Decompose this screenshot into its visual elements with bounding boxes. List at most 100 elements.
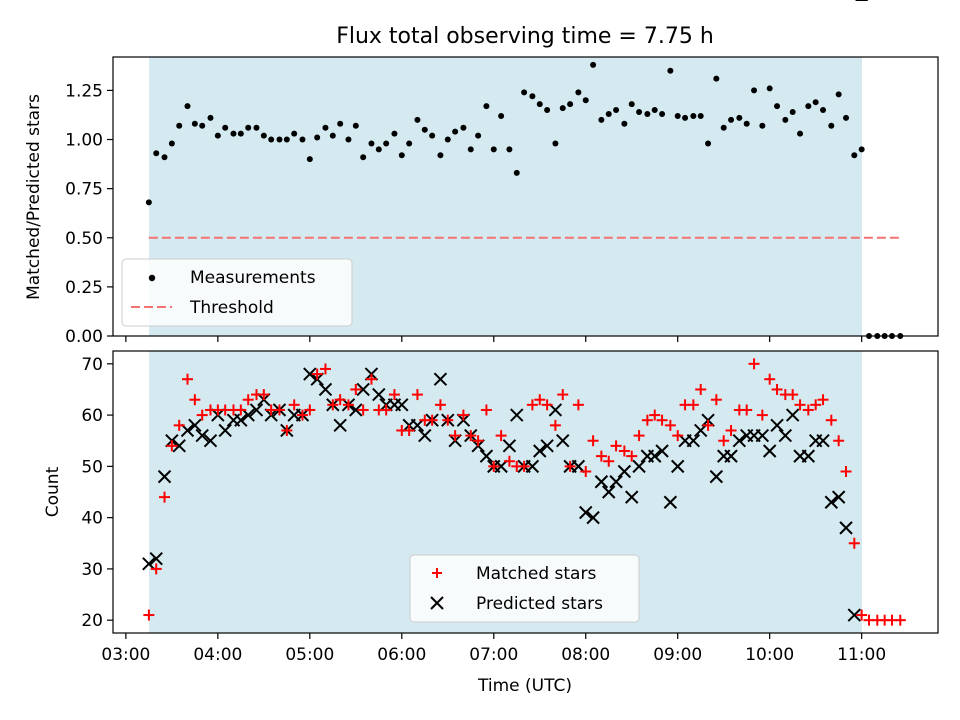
measurement-point — [222, 124, 229, 131]
predicted-star-marker — [694, 423, 708, 438]
predicted-star-marker — [418, 428, 432, 443]
matched-star-marker — [656, 414, 668, 426]
matched-star-marker — [526, 399, 538, 411]
predicted-star-marker — [655, 444, 669, 458]
measurement-point — [368, 140, 375, 147]
predicted-star-marker — [241, 408, 255, 422]
measurement-point — [590, 61, 597, 68]
matched-star-marker — [196, 409, 208, 421]
predicted-star-marker — [847, 608, 862, 622]
predicted-star-marker — [579, 505, 593, 520]
bottom-y-axis-label: Count — [43, 466, 63, 517]
measurement-point — [498, 112, 505, 119]
predicted-star-marker — [356, 382, 370, 397]
measurement-point — [858, 146, 865, 153]
matched-star-marker — [802, 404, 814, 416]
measurement-point — [743, 120, 750, 127]
predicted-star-marker — [318, 382, 333, 397]
measurement-point — [299, 136, 306, 143]
measurement-point — [199, 122, 206, 129]
measurement-point — [391, 130, 398, 137]
measurement-point — [529, 93, 536, 100]
measurement-point — [483, 103, 490, 110]
measurement-point — [774, 103, 781, 110]
measurement-point — [720, 124, 727, 131]
measurement-point — [713, 75, 720, 82]
measurement-point — [245, 124, 252, 131]
matched-star-marker — [794, 399, 806, 411]
measurement-point — [444, 136, 451, 143]
matched-star-marker — [764, 373, 776, 385]
x-tick-label: 11:00 — [837, 645, 886, 665]
measurement-point — [414, 116, 421, 123]
measurement-point — [682, 114, 689, 121]
predicted-star-marker — [502, 439, 517, 453]
matched-star-marker — [848, 537, 860, 549]
matched-star-marker — [495, 430, 507, 442]
measurement-point — [690, 112, 697, 119]
matched-star-marker — [894, 614, 906, 626]
x-tick-label: 05:00 — [285, 645, 334, 665]
measurement-point — [736, 114, 743, 121]
legend-predicted-marker — [430, 596, 444, 610]
predicted-star-marker — [303, 367, 317, 381]
legend-threshold-label: Threshold — [189, 298, 274, 318]
measurement-point — [751, 87, 758, 94]
measurement-point — [644, 110, 651, 117]
matched-star-marker — [159, 491, 171, 503]
predicted-star-marker — [839, 521, 853, 535]
matched-star-marker — [281, 424, 293, 436]
matched-star-marker — [664, 419, 676, 431]
predicted-star-marker — [195, 428, 209, 443]
bottom-y-tick-label: 20 — [81, 611, 103, 631]
predicted-star-marker — [755, 428, 770, 443]
predicted-star-marker — [632, 459, 646, 474]
top-y-tick-label: 1.00 — [65, 131, 103, 151]
measurement-point — [291, 130, 298, 137]
matched-star-marker — [649, 409, 661, 421]
matched-star-marker — [626, 450, 638, 462]
predicted-star-marker — [234, 413, 248, 427]
measurement-point — [843, 114, 850, 121]
legend-measurements-label: Measurements — [190, 268, 316, 288]
matched-star-marker — [595, 450, 607, 462]
measurement-point — [567, 101, 574, 108]
measurement-point — [360, 154, 367, 161]
predicted-star-markers — [142, 0, 868, 622]
matched-star-marker — [288, 399, 300, 411]
measurement-point — [851, 152, 858, 159]
measurement-point — [145, 199, 152, 206]
legend-matched-label: Matched stars — [476, 564, 596, 584]
measurement-point — [337, 120, 344, 127]
predicted-star-marker — [824, 495, 839, 509]
matched-star-marker — [365, 373, 377, 385]
measurement-point — [490, 146, 497, 153]
measurement-point — [421, 126, 428, 133]
matched-star-marker — [672, 430, 684, 442]
matched-star-marker — [503, 455, 515, 467]
matched-star-marker — [488, 460, 500, 472]
measurement-point — [306, 156, 313, 163]
measurement-point — [789, 109, 796, 116]
measurement-point — [797, 130, 804, 137]
predicted-star-marker — [333, 418, 347, 433]
matched-star-marker — [603, 455, 615, 467]
matched-star-marker — [572, 399, 584, 411]
measurement-point — [168, 140, 175, 147]
matched-star-marker — [840, 465, 852, 477]
legend-matched-marker — [432, 568, 442, 578]
matched-star-marker — [817, 394, 829, 406]
matched-star-marker — [580, 465, 592, 477]
predicted-star-marker — [648, 449, 662, 463]
matched-star-marker — [150, 563, 162, 575]
bottom-y-tick-label: 70 — [81, 355, 103, 375]
x-tick-label: 03:00 — [101, 645, 150, 665]
matched-star-marker — [342, 399, 354, 411]
predicted-star-marker — [586, 510, 600, 525]
matched-star-marker — [350, 383, 362, 395]
bottom-panel: 20 30 40 50 60 70 03:00 04:00 05:00 06:00 07:00 08… — [43, 0, 939, 696]
top-y-tick-label: 1.25 — [65, 81, 103, 101]
predicted-star-marker — [816, 434, 830, 448]
matched-star-marker — [472, 435, 484, 447]
